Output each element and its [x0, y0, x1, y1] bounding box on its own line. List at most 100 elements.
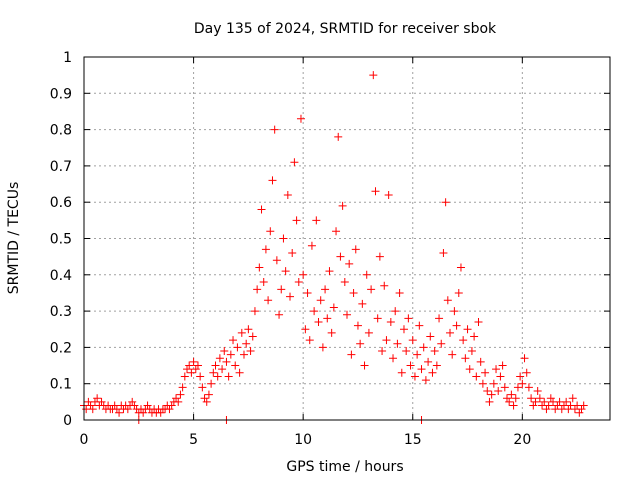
data-point	[476, 357, 485, 366]
x-axis-label: GPS time / hours	[286, 459, 403, 475]
data-point	[327, 328, 336, 337]
data-point	[397, 368, 406, 377]
data-point	[518, 379, 527, 388]
data-point	[527, 394, 536, 403]
data-point	[316, 296, 325, 305]
data-point	[492, 365, 501, 374]
data-point	[187, 368, 196, 377]
data-point	[270, 125, 279, 134]
data-point	[382, 336, 391, 345]
y-tick-label: 0.5	[50, 232, 72, 248]
data-point	[470, 332, 479, 341]
data-point	[402, 347, 411, 356]
data-point	[310, 307, 319, 316]
data-point	[321, 285, 330, 294]
data-point	[463, 325, 472, 334]
data-point	[88, 405, 97, 414]
data-point	[454, 288, 463, 297]
data-point	[288, 249, 297, 258]
data-point	[229, 336, 238, 345]
data-point	[233, 343, 242, 352]
data-point	[246, 347, 255, 356]
data-point	[426, 332, 435, 341]
data-point	[218, 365, 227, 374]
data-point	[399, 325, 408, 334]
data-point	[93, 394, 102, 403]
data-point	[332, 227, 341, 236]
data-point	[467, 347, 476, 356]
data-point	[296, 114, 305, 123]
x-tick-label: 15	[404, 432, 422, 448]
data-point	[275, 310, 284, 319]
data-point	[500, 383, 509, 392]
data-point	[264, 296, 273, 305]
data-point	[362, 270, 371, 279]
data-point	[353, 321, 362, 330]
data-point	[474, 317, 483, 326]
data-point	[224, 372, 233, 381]
data-point	[406, 361, 415, 370]
data-point	[174, 397, 183, 406]
data-point	[303, 288, 312, 297]
data-point	[318, 343, 327, 352]
data-point	[204, 390, 213, 399]
data-point	[259, 278, 268, 287]
data-point	[185, 361, 194, 370]
data-point	[360, 361, 369, 370]
data-point	[290, 158, 299, 167]
data-point	[211, 361, 220, 370]
data-point	[347, 350, 356, 359]
data-point	[378, 347, 387, 356]
data-point	[220, 347, 229, 356]
data-point	[483, 386, 492, 395]
data-point	[432, 361, 441, 370]
data-point	[384, 190, 393, 199]
data-point	[356, 339, 365, 348]
data-point	[415, 321, 424, 330]
data-point	[231, 361, 240, 370]
data-point	[338, 201, 347, 210]
data-point	[189, 357, 198, 366]
y-axis-label: SRMTID / TECUs	[6, 182, 22, 295]
data-point	[272, 256, 281, 265]
data-point	[408, 336, 417, 345]
data-point	[456, 263, 465, 272]
data-point	[239, 350, 248, 359]
data-point	[496, 372, 505, 381]
data-point	[268, 176, 277, 185]
data-point	[481, 368, 490, 377]
data-point	[235, 368, 244, 377]
data-point	[498, 361, 507, 370]
data-point	[489, 379, 498, 388]
data-point	[314, 317, 323, 326]
data-point	[452, 321, 461, 330]
y-tick-label: 0.2	[50, 340, 72, 356]
y-tick-label: 0.4	[50, 268, 72, 284]
data-point	[207, 379, 216, 388]
data-point	[450, 307, 459, 316]
data-points	[80, 71, 588, 424]
data-point	[323, 314, 332, 323]
data-point	[215, 354, 224, 363]
data-point	[226, 350, 235, 359]
ticks: 00.10.20.30.40.50.60.70.80.910 5 10 15 20	[50, 50, 610, 448]
data-point	[395, 288, 404, 297]
data-point	[404, 314, 413, 323]
data-point	[261, 245, 270, 254]
y-tick-label: 0.8	[50, 123, 72, 139]
data-point	[562, 397, 571, 406]
data-point	[424, 357, 433, 366]
data-point	[312, 216, 321, 225]
data-point	[386, 317, 395, 326]
data-point	[373, 314, 382, 323]
data-point	[369, 71, 378, 80]
y-tick-label: 0.6	[50, 195, 72, 211]
data-point	[255, 263, 264, 272]
x-tick-label: 5	[189, 432, 198, 448]
data-point	[410, 372, 419, 381]
y-tick-label: 0.1	[50, 377, 72, 393]
data-point	[266, 227, 275, 236]
data-point	[281, 267, 290, 276]
data-point	[307, 241, 316, 250]
